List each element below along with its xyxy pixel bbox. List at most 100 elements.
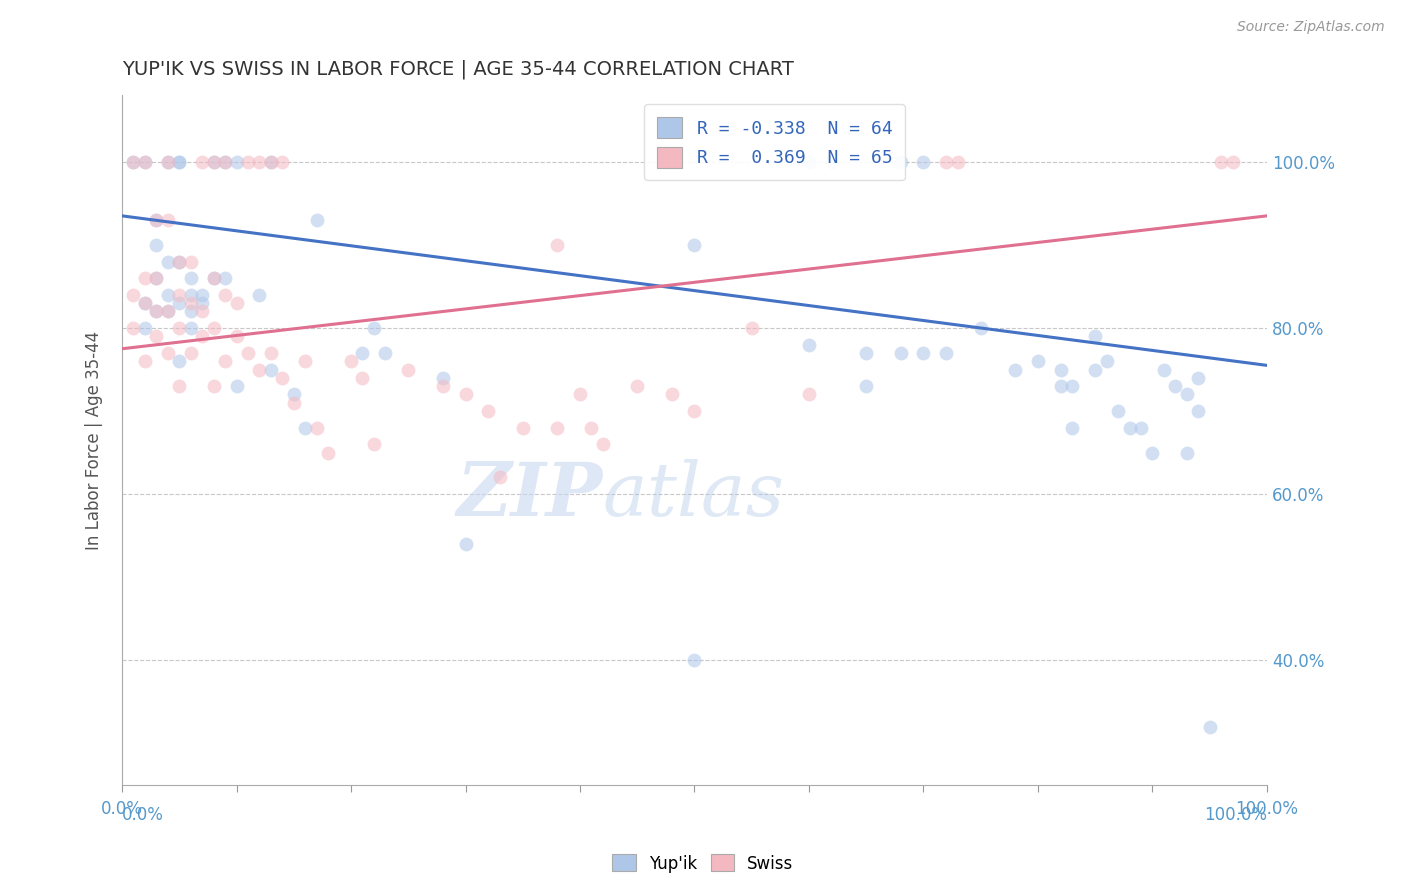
Point: [1062, 379, 1084, 393]
Point: [145, 304, 167, 318]
Point: [912, 346, 935, 360]
Point: [912, 154, 935, 169]
Point: [180, 346, 202, 360]
Point: [169, 154, 191, 169]
Point: [225, 379, 247, 393]
Point: [363, 437, 385, 451]
Point: [122, 154, 145, 169]
Point: [214, 287, 236, 301]
Point: [935, 346, 957, 360]
Point: [477, 404, 499, 418]
Point: [202, 379, 225, 393]
Point: [191, 296, 214, 310]
Point: [249, 287, 271, 301]
Point: [546, 238, 568, 252]
Point: [122, 287, 145, 301]
Point: [260, 154, 283, 169]
Point: [202, 321, 225, 335]
Point: [592, 437, 614, 451]
Point: [946, 154, 969, 169]
Point: [180, 296, 202, 310]
Point: [340, 354, 363, 368]
Text: 100.0%: 100.0%: [1204, 805, 1267, 823]
Point: [454, 537, 477, 551]
Point: [1153, 362, 1175, 376]
Point: [180, 287, 202, 301]
Y-axis label: In Labor Force | Age 35-44: In Labor Force | Age 35-44: [86, 331, 103, 549]
Point: [260, 346, 283, 360]
Point: [683, 653, 706, 667]
Point: [134, 321, 156, 335]
Point: [180, 271, 202, 285]
Point: [156, 154, 179, 169]
Point: [156, 154, 179, 169]
Point: [169, 154, 191, 169]
Point: [236, 346, 259, 360]
Point: [512, 420, 534, 434]
Point: [352, 346, 374, 360]
Point: [134, 296, 156, 310]
Point: [180, 321, 202, 335]
Point: [214, 154, 236, 169]
Point: [1049, 379, 1071, 393]
Point: [134, 271, 156, 285]
Point: [797, 387, 820, 401]
Point: [316, 445, 339, 459]
Point: [156, 304, 179, 318]
Point: [890, 154, 912, 169]
Point: [134, 154, 156, 169]
Point: [661, 387, 683, 401]
Point: [1084, 362, 1107, 376]
Point: [1198, 720, 1220, 734]
Point: [169, 354, 191, 368]
Point: [489, 470, 512, 484]
Point: [156, 254, 179, 268]
Point: [855, 346, 877, 360]
Text: 0.0%: 0.0%: [122, 805, 165, 823]
Text: atlas: atlas: [603, 459, 785, 532]
Point: [180, 254, 202, 268]
Point: [145, 213, 167, 227]
Point: [683, 404, 706, 418]
Point: [374, 346, 396, 360]
Point: [169, 254, 191, 268]
Point: [169, 379, 191, 393]
Point: [122, 154, 145, 169]
Point: [283, 395, 305, 409]
Point: [202, 271, 225, 285]
Point: [396, 362, 419, 376]
Point: [305, 420, 328, 434]
Point: [1095, 354, 1118, 368]
Text: 100.0%: 100.0%: [1236, 800, 1298, 818]
Point: [1049, 362, 1071, 376]
Point: [1222, 154, 1244, 169]
Point: [156, 213, 179, 227]
Point: [191, 154, 214, 169]
Point: [890, 346, 912, 360]
Point: [260, 362, 283, 376]
Point: [202, 271, 225, 285]
Point: [271, 154, 294, 169]
Point: [352, 371, 374, 385]
Point: [305, 213, 328, 227]
Point: [1187, 404, 1209, 418]
Point: [202, 154, 225, 169]
Point: [454, 387, 477, 401]
Point: [145, 213, 167, 227]
Point: [1107, 404, 1129, 418]
Point: [180, 304, 202, 318]
Text: YUP'IK VS SWISS IN LABOR FORCE | AGE 35-44 CORRELATION CHART: YUP'IK VS SWISS IN LABOR FORCE | AGE 35-…: [122, 60, 794, 79]
Point: [1175, 387, 1198, 401]
Point: [249, 362, 271, 376]
Text: ZIP: ZIP: [457, 459, 603, 532]
Point: [432, 379, 454, 393]
Point: [225, 329, 247, 343]
Point: [145, 329, 167, 343]
Point: [169, 287, 191, 301]
Point: [1164, 379, 1187, 393]
Point: [156, 304, 179, 318]
Point: [1129, 420, 1152, 434]
Point: [970, 321, 993, 335]
Point: [1118, 420, 1140, 434]
Point: [741, 321, 763, 335]
